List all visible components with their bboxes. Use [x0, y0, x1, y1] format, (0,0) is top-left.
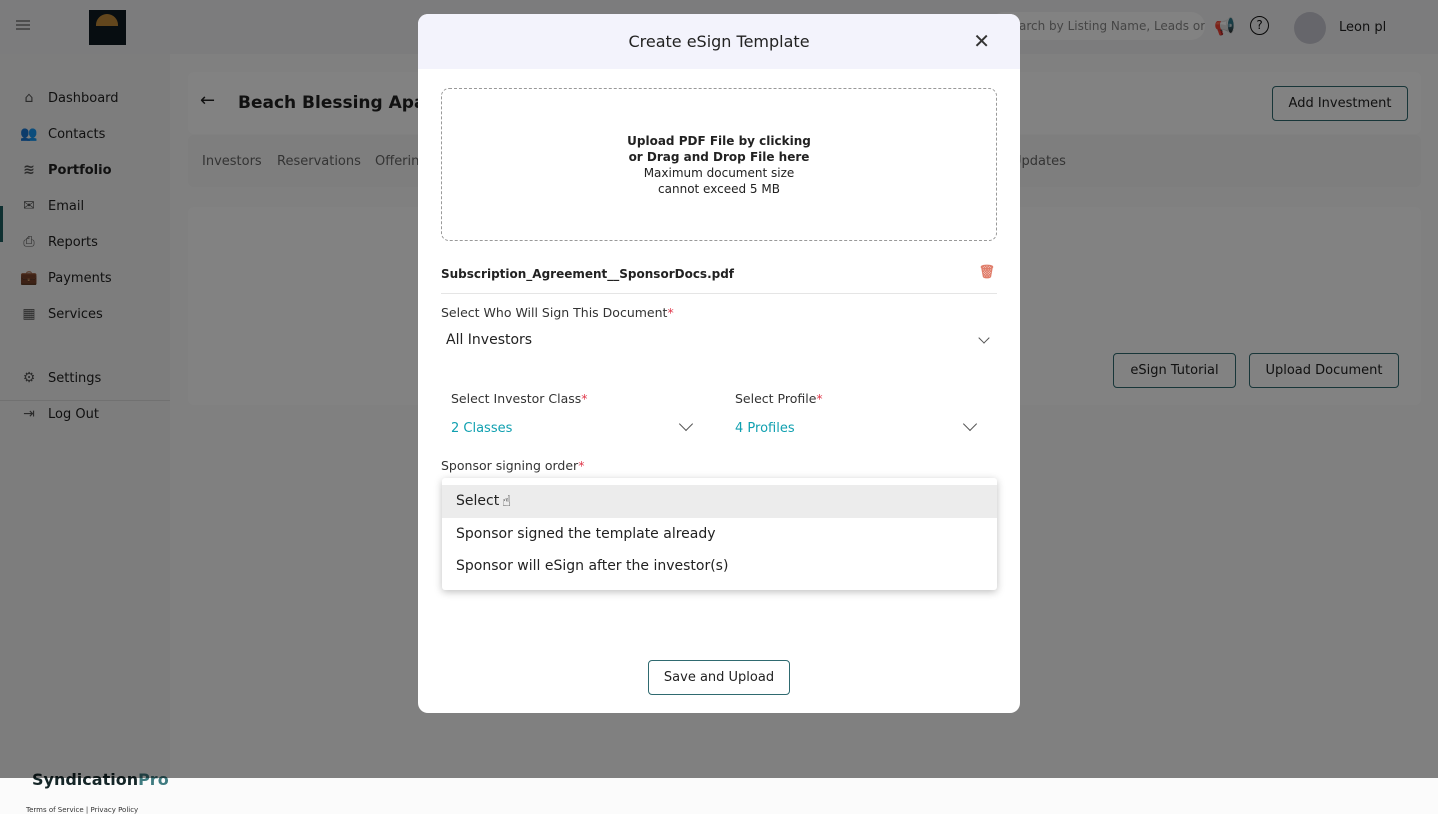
size-limit-text: cannot exceed 5 MB	[658, 182, 780, 196]
file-name: Subscription_Agreement__SponsorDocs.pdf	[441, 267, 735, 281]
terms-link[interactable]: Terms of Service	[26, 806, 84, 814]
tab-investors[interactable]: Investors	[202, 154, 262, 169]
sidebar-item-payments[interactable]: 💼 Payments	[20, 270, 112, 286]
briefcase-icon: 💼	[20, 270, 38, 286]
signer-select[interactable]: All Investors	[446, 332, 533, 348]
back-arrow-icon[interactable]: ←	[200, 90, 216, 111]
tab-updates[interactable]: Updates	[1012, 154, 1066, 169]
users-icon: 👥	[20, 126, 38, 142]
save-and-upload-button[interactable]: Save and Upload	[648, 660, 790, 695]
sidebar-item-contacts[interactable]: 👥 Contacts	[20, 126, 105, 142]
megaphone-icon[interactable]: 📢	[1214, 17, 1236, 37]
user-name[interactable]: Leon pl	[1339, 20, 1387, 35]
sidebar-item-label: Services	[48, 306, 103, 322]
file-dropzone[interactable]: Upload PDF File by clicking or Drag and …	[441, 88, 997, 241]
tab-offering[interactable]: Offerin	[375, 154, 420, 169]
size-limit-text: Maximum document size	[643, 166, 795, 180]
sidebar-item-label: Payments	[48, 270, 112, 286]
sidebar-item-reports[interactable]: ⎙ Reports	[20, 234, 98, 250]
signing-order-dropdown[interactable]: Select Sponsor signed the template alrea…	[442, 478, 997, 590]
home-icon: ⌂	[24, 90, 34, 106]
divider	[0, 400, 170, 401]
profile-label: Select Profile*	[735, 391, 823, 406]
active-indicator	[0, 206, 3, 242]
mail-icon: ✉	[23, 198, 35, 214]
upload-document-button[interactable]: Upload Document	[1249, 353, 1399, 388]
investor-class-label: Select Investor Class*	[451, 391, 588, 406]
upload-instruction: or Drag and Drop File here	[628, 150, 810, 164]
sidebar-item-email[interactable]: ✉ Email	[20, 198, 84, 214]
modal-title: Create eSign Template	[628, 32, 810, 51]
search-input[interactable]: Search by Listing Name, Leads or Investo…	[990, 12, 1205, 40]
esign-tutorial-button[interactable]: eSign Tutorial	[1113, 353, 1236, 388]
sidebar-item-log-out[interactable]: ⇥ Log Out	[20, 406, 99, 422]
menu-icon[interactable]	[16, 20, 30, 30]
privacy-link[interactable]: Privacy Policy	[90, 806, 139, 814]
create-esign-template-modal: Create eSign Template ✕ Upload PDF File …	[418, 14, 1020, 713]
chevron-down-icon[interactable]	[962, 416, 978, 432]
chevron-down-icon[interactable]	[678, 416, 694, 432]
tab-reservations[interactable]: Reservations	[277, 154, 361, 169]
modal-header: Create eSign Template ✕	[418, 14, 1020, 69]
sidebar-item-dashboard[interactable]: ⌂ Dashboard	[20, 90, 119, 106]
option-sponsor-after[interactable]: Sponsor will eSign after the investor(s)	[456, 558, 729, 574]
investor-class-select[interactable]: 2 Classes	[451, 421, 513, 436]
help-icon[interactable]: ?	[1250, 16, 1269, 35]
gear-icon: ⚙	[22, 370, 36, 386]
sidebar-item-label: Settings	[48, 370, 102, 386]
chevron-down-icon[interactable]	[978, 332, 990, 344]
layers-icon: ≋	[23, 162, 35, 178]
sidebar-item-label: Dashboard	[48, 90, 119, 106]
sidebar-item-label: Reports	[48, 234, 98, 250]
profile-select[interactable]: 4 Profiles	[735, 421, 795, 436]
uploaded-file: Subscription_Agreement__SponsorDocs.pdf …	[441, 265, 997, 294]
add-investment-button[interactable]: Add Investment	[1272, 86, 1408, 121]
avatar[interactable]	[1294, 12, 1326, 44]
sidebar-item-services[interactable]: ▦ Services	[20, 306, 103, 322]
building-icon: ▦	[22, 306, 36, 322]
sidebar-item-label: Contacts	[48, 126, 106, 142]
option-sponsor-signed[interactable]: Sponsor signed the template already	[456, 525, 716, 542]
upload-instruction: Upload PDF File by clicking	[627, 134, 811, 148]
sidebar-item-portfolio[interactable]: ≋ Portfolio	[20, 162, 112, 178]
sidebar-item-label: Portfolio	[48, 162, 112, 178]
pointer-cursor-icon: ☝	[502, 492, 512, 510]
page-title: Beach Blessing Apartm	[238, 93, 460, 113]
sidebar-item-settings[interactable]: ⚙ Settings	[20, 370, 102, 386]
close-icon[interactable]: ✕	[973, 29, 990, 53]
logout-icon: ⇥	[23, 406, 35, 422]
sidebar-item-label: Email	[48, 198, 85, 214]
company-logo[interactable]	[89, 10, 126, 45]
option-select[interactable]: Select	[442, 485, 997, 518]
printer-icon: ⎙	[23, 234, 35, 250]
signing-order-label: Sponsor signing order*	[441, 458, 585, 473]
trash-icon[interactable]: 🗑	[978, 265, 995, 280]
sidebar-item-label: Log Out	[48, 406, 99, 422]
signer-label: Select Who Will Sign This Document*	[441, 305, 674, 320]
